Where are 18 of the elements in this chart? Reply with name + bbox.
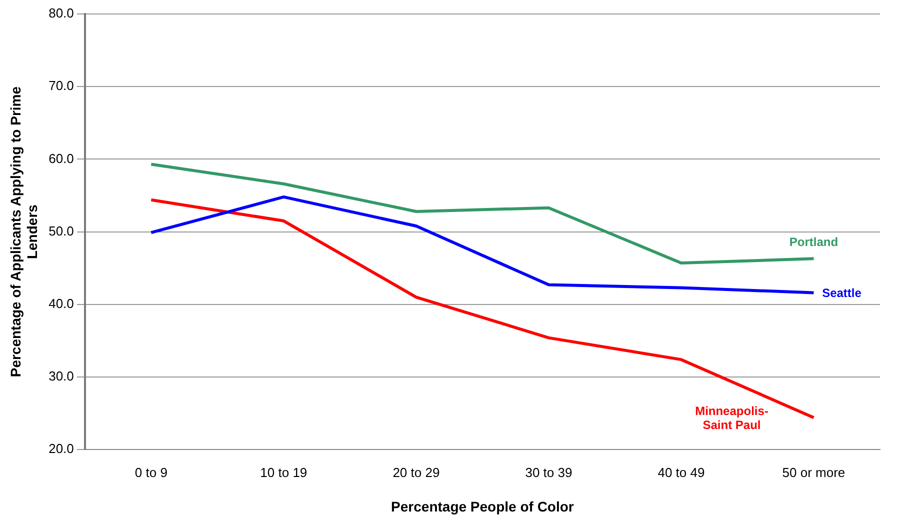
y-tick-label: 70.0	[48, 78, 74, 94]
y-tick-label: 80.0	[48, 6, 74, 21]
x-tick-label: 40 to 49	[658, 464, 705, 480]
y-tick-label: 20.0	[48, 441, 74, 456]
series-label: Minneapolis-Saint Paul	[695, 404, 768, 432]
y-tick-label: 30.0	[48, 368, 74, 384]
x-axis-title: Percentage People of Color	[391, 498, 574, 514]
x-tick-label: 0 to 9	[134, 464, 168, 480]
y-axis-title: Percentage of Applicants Applying to Prime Lenders	[7, 86, 40, 378]
x-tick-label: 50 or more	[782, 464, 846, 480]
y-tick-label: 50.0	[48, 223, 74, 238]
y-tick-label: 40.0	[48, 296, 74, 311]
x-tick-label: 10 to 19	[260, 464, 308, 480]
x-tick-label: 20 to 29	[392, 464, 440, 480]
series-label: Portland	[789, 234, 838, 249]
y-tick-label: 60.0	[48, 150, 74, 166]
x-tick-label: 30 to 39	[525, 464, 572, 480]
series-label: Seattle	[822, 286, 862, 300]
